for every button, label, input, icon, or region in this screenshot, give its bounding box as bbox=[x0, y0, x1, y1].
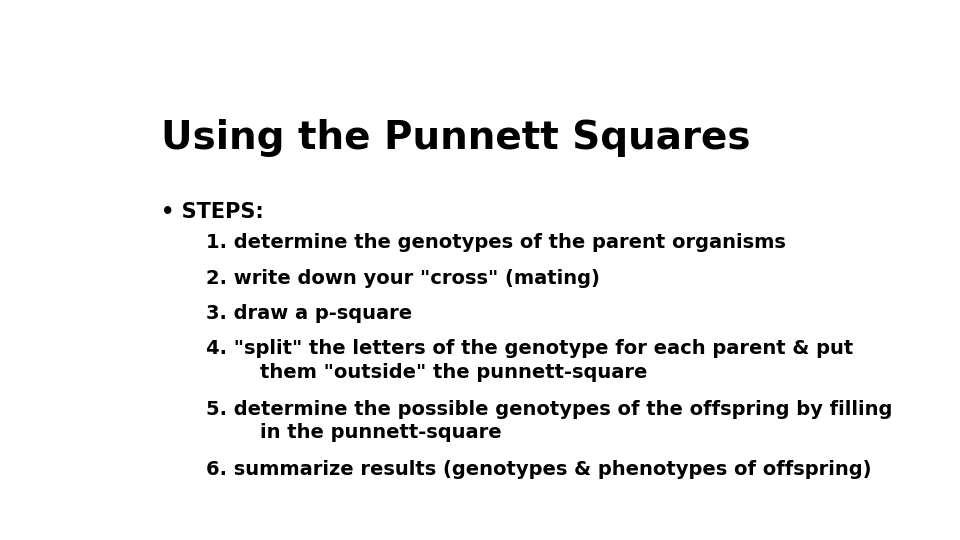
Text: 3. draw a p-square: 3. draw a p-square bbox=[205, 304, 412, 323]
Text: 1. determine the genotypes of the parent organisms: 1. determine the genotypes of the parent… bbox=[205, 233, 785, 252]
Text: 6. summarize results (genotypes & phenotypes of offspring): 6. summarize results (genotypes & phenot… bbox=[205, 460, 871, 479]
Text: 4. "split" the letters of the genotype for each parent & put
        them "outsi: 4. "split" the letters of the genotype f… bbox=[205, 339, 852, 382]
Text: 5. determine the possible genotypes of the offspring by filling
        in the p: 5. determine the possible genotypes of t… bbox=[205, 400, 892, 442]
Text: • STEPS:: • STEPS: bbox=[161, 202, 264, 222]
Text: Using the Punnett Squares: Using the Punnett Squares bbox=[161, 119, 751, 157]
Text: 2. write down your "cross" (mating): 2. write down your "cross" (mating) bbox=[205, 268, 599, 287]
